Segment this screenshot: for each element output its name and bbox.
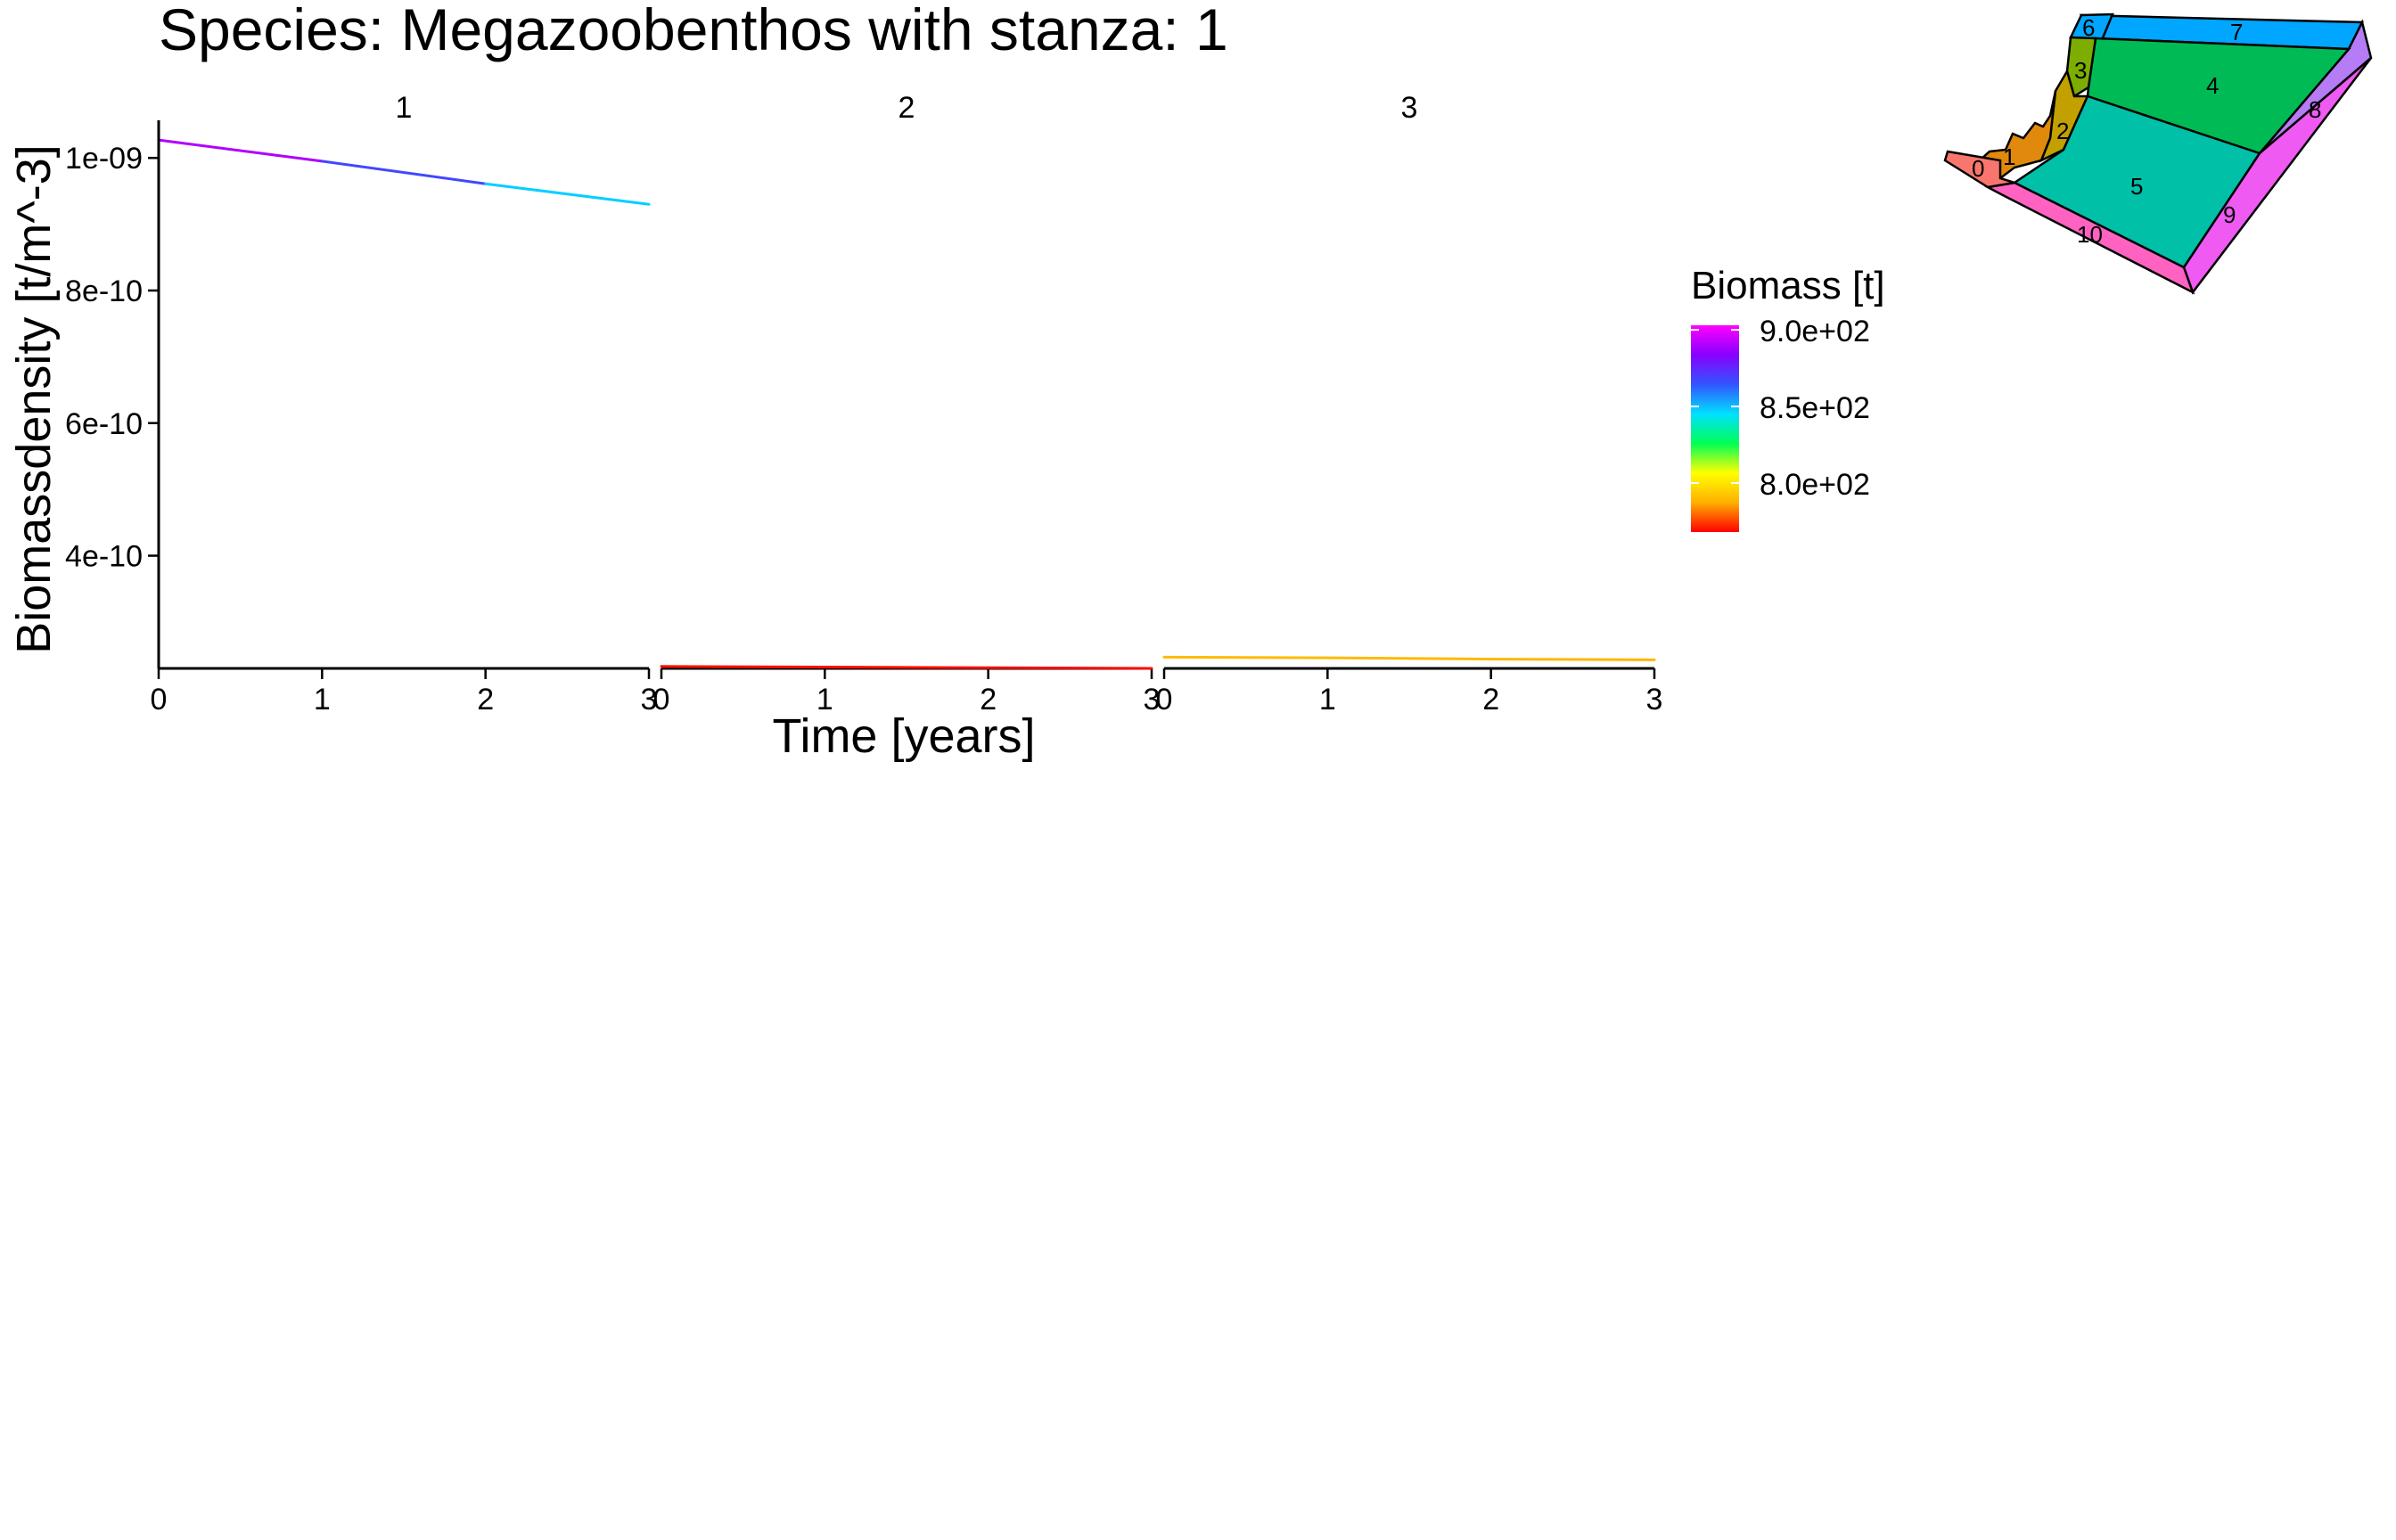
legend: Biomass [t] 9.0e+02 8.5e+02 8.0e+02 <box>1691 264 1885 532</box>
map-label-5: 5 <box>2130 173 2143 200</box>
series-line-segment <box>1325 656 1493 661</box>
series-line-segment <box>484 182 651 206</box>
x-tick-label: 2 <box>980 683 997 717</box>
x-tick-label: 0 <box>1156 683 1173 717</box>
map-label-0: 0 <box>1972 155 1984 182</box>
panel-strip-label: 2 <box>898 91 915 125</box>
legend-tick-label: 9.0e+02 <box>1760 315 1870 348</box>
x-axis-label: Time [years] <box>772 709 1035 763</box>
series-line-segment <box>1489 658 1656 661</box>
panel-2: 2 0 1 2 3 <box>653 91 1161 717</box>
panels-group: 10 1 2 320 1 2 330 1 2 3 <box>151 91 1663 717</box>
map-label-10: 10 <box>2077 221 2103 248</box>
legend-title: Biomass [t] <box>1691 264 1885 307</box>
map-polygon-1 <box>1969 90 2057 180</box>
y-tick-label: 1e-09 <box>65 142 143 176</box>
panel-strip-label: 3 <box>1401 91 1418 125</box>
y-tick-label: 6e-10 <box>65 407 143 441</box>
y-axis-label: Biomassdensity [t/m^-3] <box>7 144 61 654</box>
legend-tick-label: 8.0e+02 <box>1760 468 1870 502</box>
x-tick-label: 2 <box>477 683 494 717</box>
y-axis: 4e-10 6e-10 8e-10 1e-09 <box>65 120 160 668</box>
series-line-segment <box>1162 655 1329 659</box>
y-tick-label: 8e-10 <box>65 274 143 308</box>
map-label-8: 8 <box>2309 96 2321 123</box>
panel-3: 3 0 1 2 3 <box>1156 91 1663 717</box>
x-tick-label: 3 <box>641 683 658 717</box>
series-line-segment <box>157 138 324 163</box>
series-line-segment <box>320 160 488 185</box>
x-tick-label: 1 <box>816 683 833 717</box>
x-tick-label: 3 <box>1646 683 1663 717</box>
legend-colorbar <box>1691 325 1739 532</box>
x-tick-label: 2 <box>1482 683 1499 717</box>
map-inset: 0 1 2 3 4 5 6 7 8 9 10 <box>1943 12 2373 295</box>
x-tick-label: 0 <box>653 683 670 717</box>
series-line-segment <box>660 665 826 669</box>
map-label-7: 7 <box>2230 19 2243 45</box>
panel-1: 1 0 1 2 3 <box>151 91 658 717</box>
map-polygon-3 <box>2065 36 2097 98</box>
x-tick-label: 1 <box>314 683 331 717</box>
panel-strip-label: 1 <box>396 91 413 125</box>
map-label-3: 3 <box>2074 57 2087 84</box>
map-label-9: 9 <box>2223 201 2236 228</box>
y-tick-label: 4e-10 <box>65 540 143 574</box>
map-polygon-0 <box>1943 150 2015 189</box>
x-tick-label: 0 <box>151 683 168 717</box>
map-label-4: 4 <box>2206 72 2219 99</box>
map-label-2: 2 <box>2056 118 2069 144</box>
chart-title: Species: Megazoobenthos with stanza: 1 <box>159 0 1228 62</box>
map-label-6: 6 <box>2082 14 2095 41</box>
x-tick-label: 3 <box>1144 683 1161 717</box>
x-tick-label: 1 <box>1319 683 1336 717</box>
legend-tick-label: 8.5e+02 <box>1760 391 1870 425</box>
map-label-1: 1 <box>2003 143 2015 170</box>
